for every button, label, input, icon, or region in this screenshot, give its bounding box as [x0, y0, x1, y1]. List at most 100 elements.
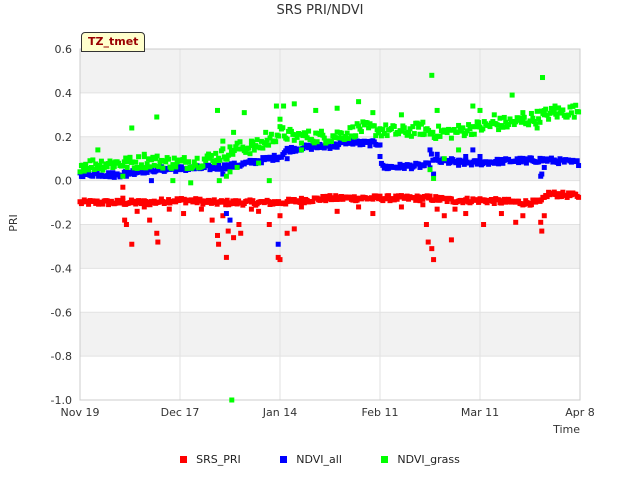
legend-swatch-srs-pri — [180, 456, 188, 463]
ndvi-grass-outlier — [231, 129, 237, 135]
ndvi-all-outlier — [539, 171, 545, 177]
ndvi-all-point — [278, 154, 284, 160]
ndvi-grass-point — [163, 159, 169, 165]
ndvi-all-point — [110, 170, 116, 176]
ndvi-grass-point — [567, 104, 573, 110]
srs-pri-outlier — [481, 222, 487, 227]
ndvi-grass-point — [528, 110, 534, 116]
ndvi-grass-outlier — [141, 151, 147, 157]
ndvi-all-point — [537, 155, 543, 161]
srs-pri-point — [221, 199, 227, 205]
ndvi-grass-point — [171, 155, 177, 161]
ndvi-grass-outlier — [534, 125, 540, 131]
ndvi-grass-point — [503, 119, 509, 125]
srs-pri-point — [323, 198, 329, 204]
ndvi-grass-point — [328, 139, 334, 145]
srs-pri-outlier — [356, 204, 362, 210]
srs-pri-outlier — [225, 228, 231, 234]
ndvi-grass-outlier — [291, 101, 297, 107]
srs-pri-outlier — [291, 226, 297, 232]
ndvi-all-point — [498, 156, 504, 162]
ndvi-all-point — [348, 137, 354, 143]
srs-pri-outlier — [123, 222, 129, 227]
ndvi-all-point — [291, 145, 297, 151]
srs-pri-point — [198, 198, 204, 204]
srs-pri-outlier — [298, 204, 304, 210]
ndvi-grass-point — [240, 144, 246, 150]
srs-pri-point — [320, 193, 326, 199]
y-tick-label: -0.8 — [51, 350, 72, 363]
ndvi-grass-point — [388, 126, 394, 132]
srs-pri-point — [147, 202, 153, 208]
ndvi-grass-point — [288, 128, 294, 134]
srs-pri-outlier — [216, 241, 222, 247]
ndvi-grass-outlier — [370, 110, 376, 116]
ndvi-grass-outlier — [313, 107, 319, 113]
ndvi-grass-point — [371, 123, 377, 129]
ndvi-grass-point — [103, 161, 109, 167]
srs-pri-outlier — [248, 206, 254, 212]
ndvi-all-point — [496, 161, 502, 167]
ndvi-grass-outlier — [216, 178, 222, 184]
ndvi-grass-point — [348, 133, 354, 139]
legend-label-ndvi-all: NDVI_all — [296, 453, 342, 466]
ndvi-grass-point — [101, 164, 107, 170]
ndvi-grass-point — [211, 160, 217, 166]
srs-pri-point — [377, 193, 383, 199]
ndvi-all-point — [230, 164, 236, 170]
ndvi-all-point — [417, 164, 423, 170]
y-tick-label: -0.4 — [51, 262, 72, 275]
legend-item-srs-pri[interactable]: SRS_PRI — [180, 453, 241, 466]
srs-pri-outlier — [198, 206, 204, 212]
ndvi-all-point — [220, 166, 226, 172]
ndvi-all-point — [317, 141, 323, 147]
ndvi-all-point — [556, 161, 562, 167]
ndvi-grass-point — [420, 119, 426, 125]
ndvi-grass-point — [234, 140, 240, 146]
ndvi-grass-point — [207, 155, 213, 161]
srs-pri-outlier — [155, 239, 161, 245]
ndvi-grass-point — [416, 124, 422, 130]
ndvi-grass-point — [153, 156, 159, 162]
ndvi-all-point — [576, 163, 582, 169]
legend-swatch-ndvi-all — [280, 456, 288, 463]
ndvi-grass-point — [533, 121, 539, 127]
ndvi-grass-outlier — [256, 160, 262, 166]
ndvi-grass-point — [527, 118, 533, 124]
background-band — [80, 312, 580, 357]
ndvi-grass-point — [460, 125, 466, 131]
legend-item-ndvi-grass[interactable]: NDVI_grass — [381, 453, 460, 466]
ndvi-grass-point — [140, 165, 146, 171]
background-band — [80, 49, 580, 93]
srs-pri-outlier — [120, 195, 126, 201]
ndvi-grass-point — [430, 129, 436, 135]
ndvi-all-point — [357, 142, 363, 148]
ndvi-grass-point — [154, 153, 160, 159]
legend-item-ndvi-all[interactable]: NDVI_all — [280, 453, 342, 466]
ndvi-all-point — [517, 155, 523, 161]
srs-pri-point — [434, 194, 440, 200]
ndvi-grass-point — [314, 139, 320, 145]
ndvi-all-point — [380, 162, 386, 168]
series-ndvi-grass — [77, 72, 582, 403]
ndvi-grass-point — [168, 165, 174, 171]
ndvi-all-point — [528, 155, 534, 161]
ndvi-grass-point — [364, 120, 370, 126]
ndvi-grass-outlier — [277, 116, 283, 122]
ndvi-grass-point — [83, 161, 89, 167]
ndvi-grass-outlier — [229, 397, 235, 403]
x-tick-label: Apr 8 — [565, 406, 595, 419]
ndvi-all-point — [360, 141, 366, 147]
ndvi-grass-point — [137, 165, 143, 171]
ndvi-all-outlier — [220, 171, 226, 177]
ndvi-grass-point — [404, 132, 410, 138]
ndvi-grass-outlier — [263, 129, 269, 135]
ndvi-grass-point — [497, 115, 503, 121]
srs-pri-point — [464, 195, 470, 201]
legend-swatch-ndvi-grass — [381, 456, 389, 463]
ndvi-grass-point — [546, 116, 552, 122]
ndvi-grass-point — [276, 133, 282, 139]
ndvi-grass-point — [377, 126, 383, 132]
ndvi-grass-point — [373, 133, 379, 139]
